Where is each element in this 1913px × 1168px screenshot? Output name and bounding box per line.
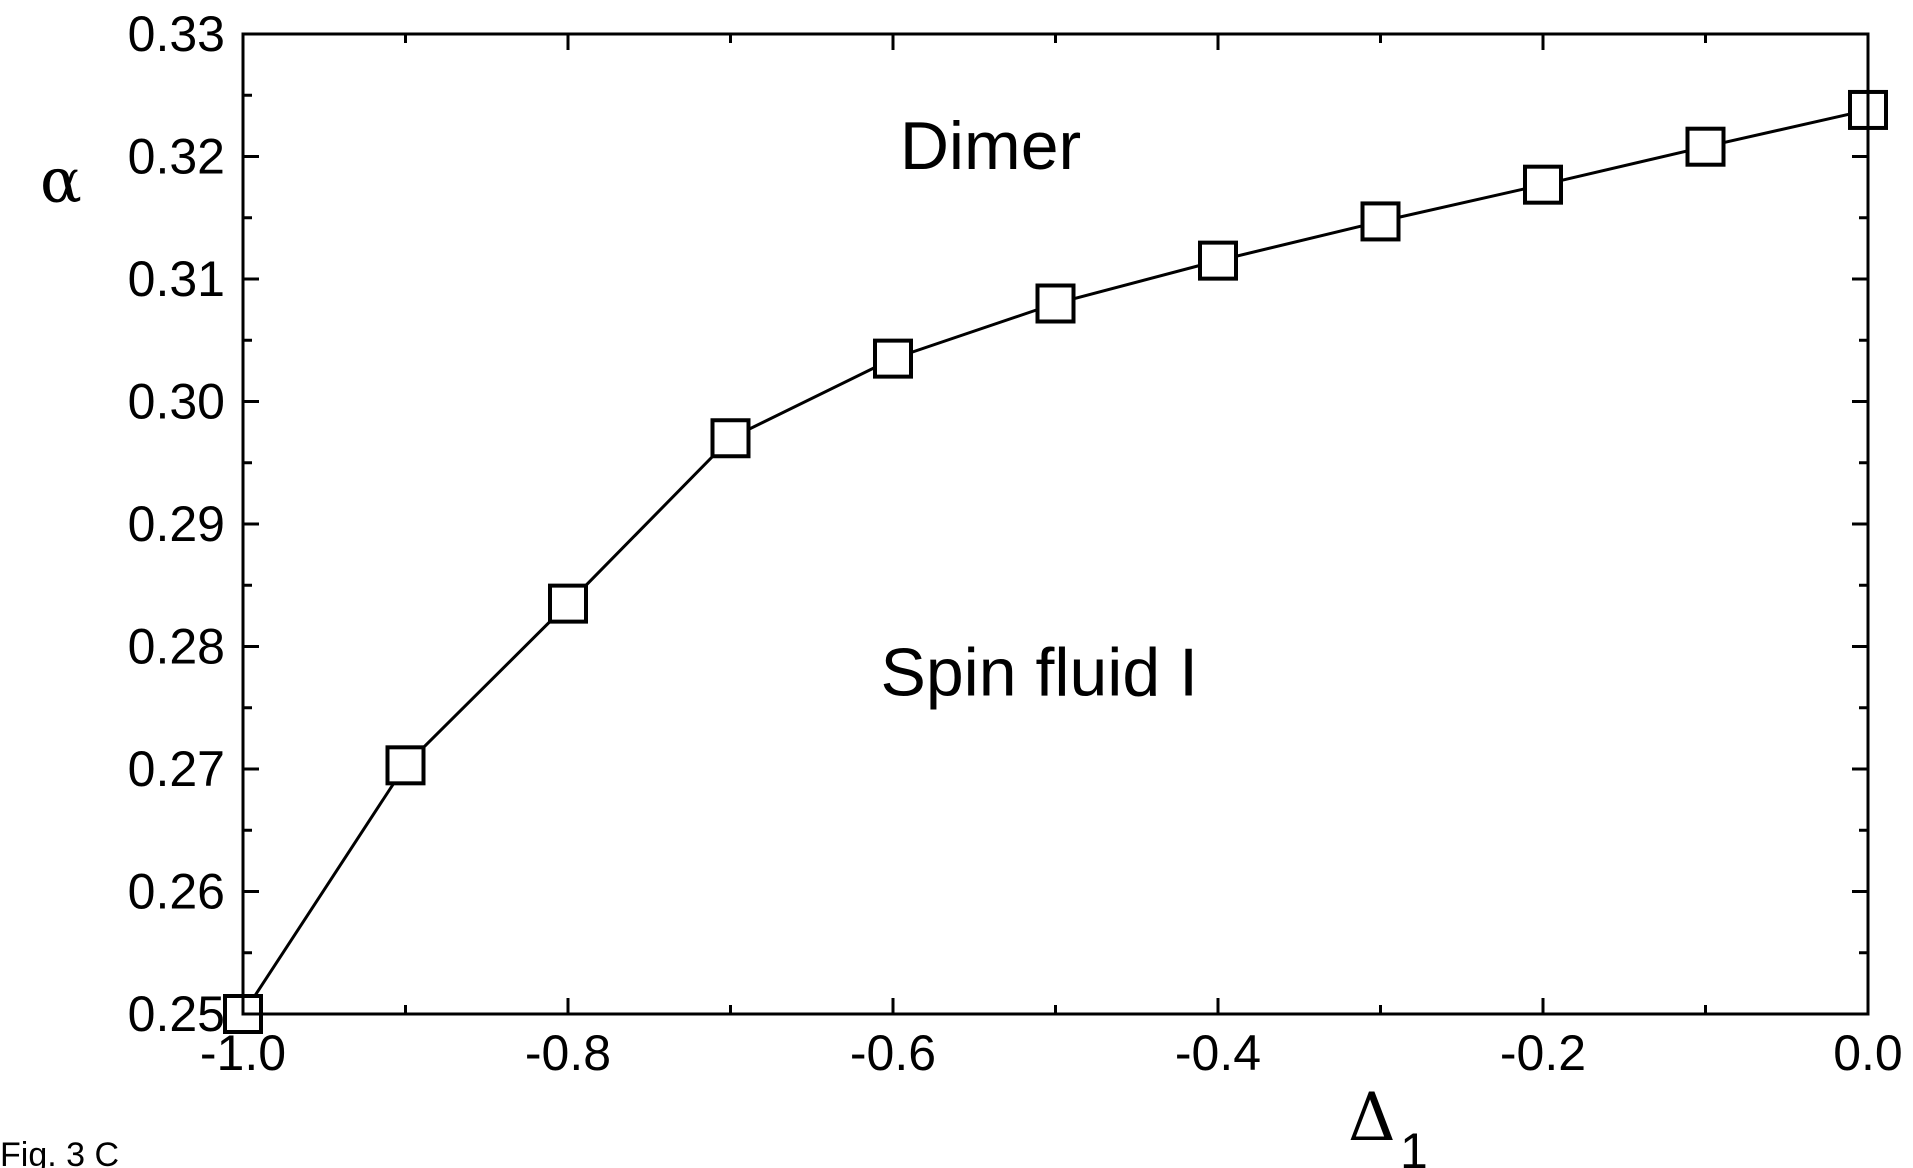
region-label: Spin fluid I [880,635,1198,711]
region-label: Dimer [900,108,1081,184]
data-point-marker [1360,201,1401,242]
plot-frame [241,32,1870,1016]
x-tick-label: -0.6 [850,1025,936,1081]
figure-caption: Fig. 3 C [0,1136,119,1168]
series-line [241,108,1869,1015]
x-axis-label-subscript: 1 [1400,1123,1428,1168]
y-tick-label: 0.32 [128,129,225,185]
y-tick-label: 0.28 [128,619,225,675]
x-tick-label: -1.0 [200,1025,286,1081]
data-point-marker [1035,283,1076,324]
data-point-marker [1523,164,1563,205]
data-point-marker [1198,240,1238,281]
y-tick-label: 0.25 [128,986,225,1042]
data-point-marker [710,418,751,459]
x-tick-label: -0.8 [525,1025,611,1081]
annotation-layer: Dimer Spin fluid I [880,108,1198,711]
y-tick-label: 0.31 [128,251,225,307]
data-point-marker [548,583,588,624]
data-point-marker [385,745,426,786]
y-tick-label: 0.29 [128,496,225,552]
x-tick-label: 0.0 [1833,1025,1903,1081]
x-axis-label: Δ [1348,1079,1396,1156]
y-tick-label: 0.30 [128,374,225,430]
tick-labels-layer: -1.0 -0.8 -0.6 -0.4 -0.2 0.0 0.25 0.26 0.27 0.28 0… [128,6,1903,1081]
y-tick-label: 0.26 [128,864,225,920]
data-point-marker [1685,126,1726,167]
data-point-marker [873,338,913,379]
series-layer [223,89,1888,1034]
y-tick-label: 0.27 [128,741,225,797]
x-tick-label: -0.4 [1175,1025,1261,1081]
y-tick-label: 0.33 [128,6,225,62]
y-axis-label: α [40,144,82,217]
x-tick-label: -0.2 [1500,1025,1586,1081]
